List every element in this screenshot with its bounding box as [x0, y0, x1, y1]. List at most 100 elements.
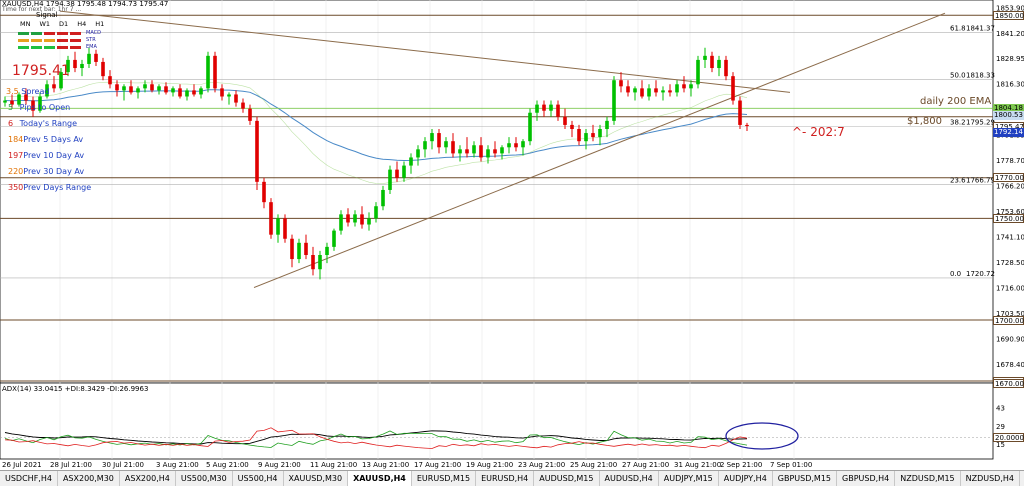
candle-body [374, 206, 378, 219]
candle-body [423, 141, 427, 150]
spread-label: Spread [21, 87, 50, 96]
time-axis-label: 11 Aug 21:00 [310, 461, 357, 469]
tf-h1[interactable]: H1 [95, 20, 105, 28]
candle-body [24, 94, 28, 101]
prev30-row: 220Prev 30 Day Av [8, 167, 84, 176]
tab-usdchf-h4[interactable]: USDCHF,H4 [0, 471, 58, 486]
symbol-info: XAUUSD,H4 1794.38 1795.48 1794.73 1795.4… [2, 0, 169, 8]
candle-body [290, 238, 294, 260]
candle-body [493, 149, 497, 154]
tab-xauusd-m30[interactable]: XAUUSD,M30 [284, 471, 349, 486]
candle-body [59, 72, 63, 89]
candle-body [171, 88, 175, 93]
candle-body [3, 100, 7, 103]
time-axis-label: 7 Sep 01:00 [770, 461, 812, 469]
candle-body [227, 94, 231, 97]
prev10-value: 197 [8, 151, 24, 160]
fib-price: 1818.33 [966, 72, 995, 80]
candle-body [668, 90, 672, 93]
spread-value: 3.5 [6, 87, 19, 96]
price-axis-label: 1841.20 [996, 30, 1024, 38]
candle-body [437, 133, 441, 148]
candle-body [570, 124, 574, 129]
candle-body [738, 100, 742, 125]
prevdays-label: Prev Days Range [23, 183, 92, 192]
tab-asx200-m30[interactable]: ASX200,M30 [58, 471, 120, 486]
current-price: 1795.41 [12, 63, 70, 79]
fib-labels: 61.8 1841.37 50.0 1818.33 38.2 1795.29 23.6 176… [950, 25, 995, 278]
tf-d1[interactable]: D1 [59, 20, 69, 28]
ema-annotation: daily 200 EMA [920, 96, 992, 107]
tab-audjpy-h4[interactable]: AUDJPY,H4 [719, 471, 773, 486]
candle-body [507, 143, 511, 148]
tf-mn[interactable]: MN [20, 20, 31, 28]
candle-body [234, 94, 238, 103]
fib-price: 1841.37 [966, 25, 995, 33]
tab-eurusd-h4[interactable]: EURUSD,H4 [476, 471, 535, 486]
price-axis-label: 1766.20 [996, 182, 1024, 190]
candle-body [318, 255, 322, 270]
minus-di-line [4, 427, 748, 449]
range-row: 6 Today's Range [8, 119, 77, 128]
tab-audjpy-m15[interactable]: AUDJPY,M15 [659, 471, 719, 486]
candle-body [535, 104, 539, 113]
tab-us500-m30[interactable]: US500,M30 [176, 471, 233, 486]
candle-body [192, 90, 196, 95]
tab-audusd-m15[interactable]: AUDUSD,M15 [534, 471, 600, 486]
candle-body [66, 59, 70, 73]
candle-body [87, 53, 91, 64]
tab-usi[interactable]: USI [1020, 471, 1024, 486]
descending-trendline [59, 10, 791, 93]
tab-us500-h4[interactable]: US500,H4 [233, 471, 284, 486]
pips-value: 5 [8, 103, 14, 112]
grid-lines [59, 0, 795, 459]
candle-body [745, 124, 749, 127]
tab-asx200-h4[interactable]: ASX200,H4 [120, 471, 176, 486]
candle-body [199, 88, 203, 95]
candle-body [717, 59, 721, 69]
tab-nzdusd-h4[interactable]: NZDUSD,H4 [961, 471, 1020, 486]
candle-body [367, 218, 371, 225]
candle-body [703, 55, 707, 60]
signal-matrix: MACD STR EMA [18, 30, 101, 50]
candle-body [514, 143, 518, 148]
candle-body [339, 214, 343, 231]
trend-lines [59, 10, 946, 288]
price-axis-label: 1703.50 [996, 310, 1024, 318]
price-tag: 1850.00 [993, 10, 1024, 20]
candle-body [633, 88, 637, 93]
tf-w1[interactable]: W1 [39, 20, 51, 28]
time-axis-label: 2 Sep 21:00 [720, 461, 762, 469]
tf-h4[interactable]: H4 [77, 20, 87, 28]
candle-body [115, 84, 119, 91]
time-axis-label: 28 Jul 21:00 [50, 461, 92, 469]
time-axis-label: 30 Jul 21:00 [102, 461, 144, 469]
candle-body [430, 133, 434, 142]
tab-nzdusd-m15[interactable]: NZDUSD,M15 [895, 471, 961, 486]
candle-body [682, 84, 686, 89]
ascending-trendline [253, 12, 946, 288]
candle-body [332, 230, 336, 247]
price-tag: 1770.00 [993, 173, 1024, 183]
candle-body [563, 116, 567, 125]
candle-body [164, 86, 168, 93]
candle-body [724, 59, 728, 77]
tab-eurusd-m15[interactable]: EURUSD,M15 [412, 471, 477, 486]
tab-audusd-h4[interactable]: AUDUSD,H4 [600, 471, 659, 486]
adx-axis-label: 43 [996, 405, 1005, 413]
candle-body [458, 149, 462, 154]
price-tag: 1750.00 [993, 213, 1024, 223]
adx-level-tag: 20.0000 [993, 433, 1024, 442]
candle-body [304, 242, 308, 255]
tab-gbpusd-h4[interactable]: GBPUSD,H4 [837, 471, 896, 486]
fib-pct: 61.8 [950, 25, 966, 33]
tab-xauusd-h4[interactable]: XAUUSD,H4 [348, 471, 412, 486]
tab-gbpusd-m15[interactable]: GBPUSD,M15 [773, 471, 838, 486]
candle-body [31, 100, 35, 111]
time-axis-label: 26 Jul 2021 [2, 461, 42, 469]
plus-di-line [4, 430, 748, 448]
candle-body [661, 90, 665, 93]
time-axis-label: 13 Aug 21:00 [362, 461, 409, 469]
